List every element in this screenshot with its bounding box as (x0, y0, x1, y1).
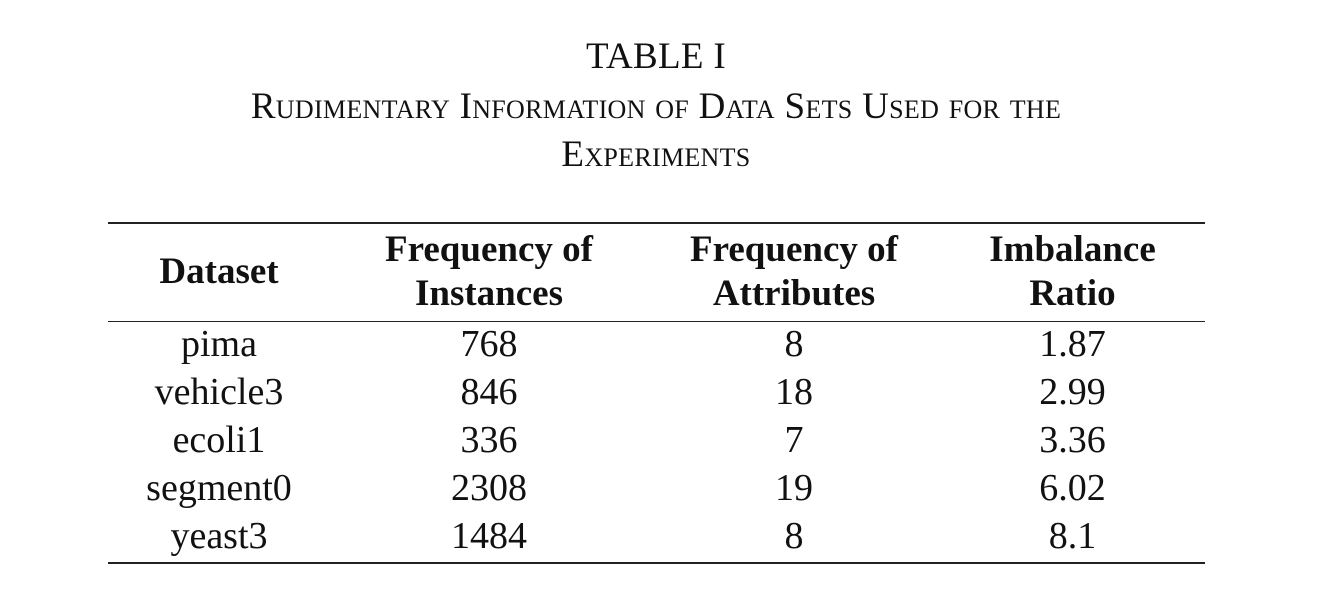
header-instances-line1: Frequency of (385, 228, 593, 270)
table-row: yeast3 1484 8 8.1 (0, 512, 1338, 560)
table-header-rule (108, 321, 1205, 322)
header-dataset-label: Dataset (159, 250, 279, 292)
cell-dataset: segment0 (146, 467, 292, 509)
table-label: TABLE I (586, 36, 726, 77)
cell-imbalance-ratio: 6.02 (1039, 467, 1106, 509)
cell-attributes: 18 (775, 371, 813, 413)
table-row: segment0 2308 19 6.02 (0, 464, 1338, 512)
header-imbalance-ratio: Imbalance Ratio (940, 222, 1205, 321)
header-imbalance-line1: Imbalance (989, 228, 1156, 270)
cell-imbalance-ratio: 3.36 (1039, 419, 1106, 461)
cell-attributes: 19 (775, 467, 813, 509)
cell-imbalance-ratio: 2.99 (1039, 371, 1106, 413)
cell-dataset: vehicle3 (154, 371, 284, 413)
cell-dataset: yeast3 (170, 515, 268, 557)
table-top-rule (108, 222, 1205, 224)
cell-instances: 1484 (451, 515, 527, 557)
header-imbalance-line2: Ratio (1029, 272, 1116, 314)
cell-dataset: pima (181, 323, 257, 365)
cell-instances: 336 (460, 419, 518, 461)
header-dataset: Dataset (108, 222, 330, 321)
header-instances: Frequency of Instances (330, 222, 648, 321)
table-bottom-rule (108, 562, 1205, 564)
cell-attributes: 8 (784, 515, 804, 557)
table-row: pima 768 8 1.87 (0, 320, 1338, 368)
table-title: Rudimentary Information of Data Sets Use… (250, 86, 1062, 127)
table-title-continued: Experiments (561, 134, 751, 175)
table-row: ecoli1 336 7 3.36 (0, 416, 1338, 464)
cell-instances: 2308 (451, 467, 527, 509)
header-attributes: Frequency of Attributes (648, 222, 940, 321)
cell-instances: 768 (460, 323, 518, 365)
cell-attributes: 8 (784, 323, 804, 365)
table-row: vehicle3 846 18 2.99 (0, 368, 1338, 416)
cell-imbalance-ratio: 1.87 (1039, 323, 1106, 365)
cell-attributes: 7 (784, 419, 804, 461)
header-instances-line2: Instances (414, 272, 564, 314)
cell-dataset: ecoli1 (172, 419, 266, 461)
cell-instances: 846 (460, 371, 518, 413)
header-attributes-line1: Frequency of (690, 228, 898, 270)
header-attributes-line2: Attributes (712, 272, 876, 314)
cell-imbalance-ratio: 8.1 (1048, 515, 1097, 557)
